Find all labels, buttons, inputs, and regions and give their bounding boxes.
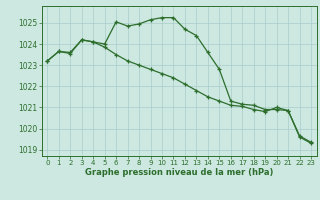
X-axis label: Graphe pression niveau de la mer (hPa): Graphe pression niveau de la mer (hPa) xyxy=(85,168,273,177)
